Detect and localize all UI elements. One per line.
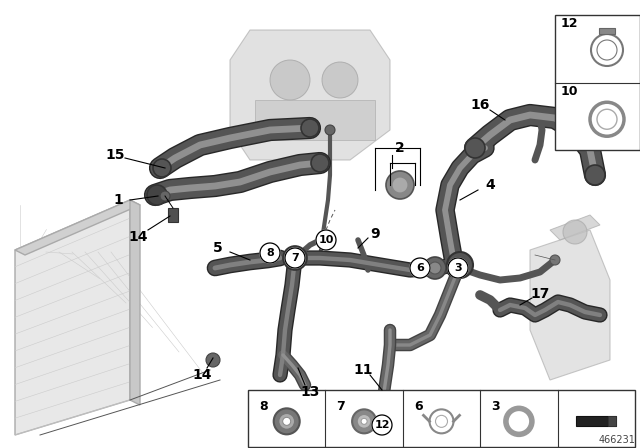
Text: 2: 2 [395, 141, 405, 155]
Text: 5: 5 [213, 241, 223, 255]
Circle shape [453, 258, 467, 272]
Text: 12: 12 [374, 420, 390, 430]
Circle shape [392, 177, 408, 193]
Text: 7: 7 [291, 253, 299, 263]
Circle shape [270, 60, 310, 100]
Circle shape [283, 246, 307, 270]
Circle shape [325, 125, 335, 135]
Circle shape [274, 408, 300, 435]
Circle shape [435, 415, 447, 427]
Bar [168, 208, 178, 222]
Polygon shape [550, 215, 600, 240]
Circle shape [465, 138, 485, 158]
Circle shape [550, 255, 560, 265]
Circle shape [301, 119, 319, 137]
Circle shape [424, 257, 446, 279]
Bar [255, 100, 375, 140]
Polygon shape [130, 200, 140, 405]
Text: 14: 14 [128, 230, 148, 244]
Circle shape [352, 409, 376, 433]
Polygon shape [599, 28, 615, 34]
Circle shape [410, 258, 430, 278]
Circle shape [361, 418, 367, 424]
Circle shape [285, 248, 305, 268]
Polygon shape [230, 30, 390, 160]
Bar [248, 390, 635, 447]
Text: 14: 14 [192, 368, 212, 382]
Circle shape [447, 260, 463, 276]
Polygon shape [15, 200, 140, 255]
Circle shape [597, 40, 617, 60]
Circle shape [376, 409, 388, 421]
Bar [555, 15, 640, 150]
Circle shape [585, 165, 605, 185]
Circle shape [147, 185, 167, 205]
Text: 10: 10 [318, 235, 333, 245]
Circle shape [283, 418, 291, 425]
Text: 466231: 466231 [598, 435, 635, 445]
Polygon shape [15, 200, 130, 435]
Circle shape [357, 414, 371, 428]
Text: 16: 16 [470, 98, 490, 112]
Polygon shape [576, 416, 616, 426]
Circle shape [597, 109, 617, 129]
Text: 3: 3 [454, 263, 462, 273]
Text: 4: 4 [485, 178, 495, 192]
Circle shape [563, 220, 587, 244]
Text: 15: 15 [105, 148, 125, 162]
Text: 13: 13 [300, 385, 320, 399]
Circle shape [278, 414, 294, 429]
Text: 6: 6 [416, 263, 424, 273]
Circle shape [311, 154, 329, 172]
Text: 6: 6 [414, 400, 422, 413]
Text: 17: 17 [531, 287, 550, 301]
Circle shape [386, 171, 414, 199]
Circle shape [429, 262, 441, 274]
Text: 1: 1 [113, 193, 123, 207]
Circle shape [316, 230, 336, 250]
Text: 12: 12 [561, 17, 579, 30]
Circle shape [372, 415, 392, 435]
Polygon shape [608, 416, 616, 426]
Polygon shape [530, 230, 610, 380]
Circle shape [206, 353, 220, 367]
Circle shape [260, 243, 280, 263]
Text: 10: 10 [561, 85, 579, 98]
Text: 8: 8 [259, 400, 268, 413]
Text: 7: 7 [337, 400, 345, 413]
Circle shape [153, 159, 171, 177]
Circle shape [322, 62, 358, 98]
Circle shape [447, 252, 473, 278]
Text: 8: 8 [266, 248, 274, 258]
Circle shape [448, 258, 468, 278]
Text: 11: 11 [353, 363, 372, 377]
Text: 9: 9 [370, 227, 380, 241]
Text: 3: 3 [492, 400, 500, 413]
Circle shape [160, 191, 170, 201]
